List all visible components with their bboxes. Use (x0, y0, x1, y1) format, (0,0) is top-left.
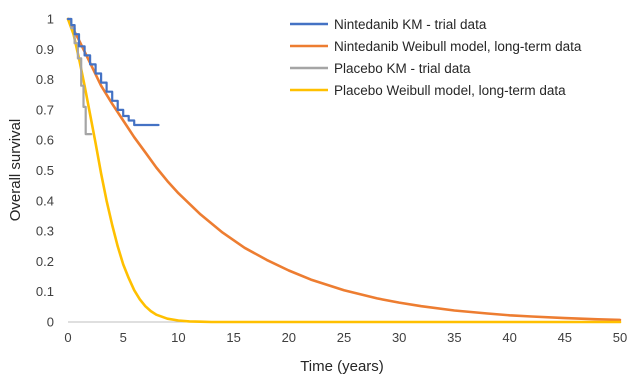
legend-label: Nintedanib KM - trial data (334, 17, 487, 32)
legend: Nintedanib KM - trial data Nintedanib Wei… (290, 17, 582, 98)
y-tick-label: 0.9 (36, 42, 54, 57)
series-line-0 (66, 17, 160, 127)
series-line-1 (66, 17, 622, 322)
y-tick-label: 0.2 (36, 254, 54, 269)
y-tick-label: 0.6 (36, 133, 54, 148)
x-tick-label: 50 (613, 330, 627, 345)
x-tick-label: 5 (120, 330, 127, 345)
x-tick-label: 25 (337, 330, 351, 345)
x-axis-title: Time (years) (300, 358, 384, 375)
y-axis-title: Overall survival (7, 119, 24, 222)
series-line-3 (66, 17, 622, 324)
x-tick-label: 10 (171, 330, 185, 345)
axes-layer: 0 5 10 15 20 25 30 35 40 45 50 0 0.1 0.2 0.3 0.4 0.5 0.6 0… (36, 12, 627, 346)
x-tick-label: 30 (392, 330, 406, 345)
legend-label: Nintedanib Weibull model, long-term data (334, 39, 582, 54)
x-tick-label: 35 (447, 330, 461, 345)
x-tick-label: 0 (64, 330, 71, 345)
series-layer (66, 17, 622, 324)
y-tick-label: 0.4 (36, 193, 54, 208)
legend-label: Placebo KM - trial data (334, 61, 471, 76)
y-tick-label: 0.7 (36, 102, 54, 117)
legend-label: Placebo Weibull model, long-term data (334, 83, 566, 98)
y-tick-label: 1 (47, 12, 54, 27)
y-tick-label: 0.3 (36, 224, 54, 239)
x-tick-label: 40 (502, 330, 516, 345)
x-tick-label: 15 (226, 330, 240, 345)
x-tick-label: 45 (558, 330, 572, 345)
y-tick-label: 0 (47, 315, 54, 330)
series-line-2 (66, 17, 93, 136)
x-tick-label: 20 (282, 330, 296, 345)
y-tick-label: 0.8 (36, 72, 54, 87)
y-tick-label: 0.5 (36, 163, 54, 178)
y-tick-label: 0.1 (36, 284, 54, 299)
